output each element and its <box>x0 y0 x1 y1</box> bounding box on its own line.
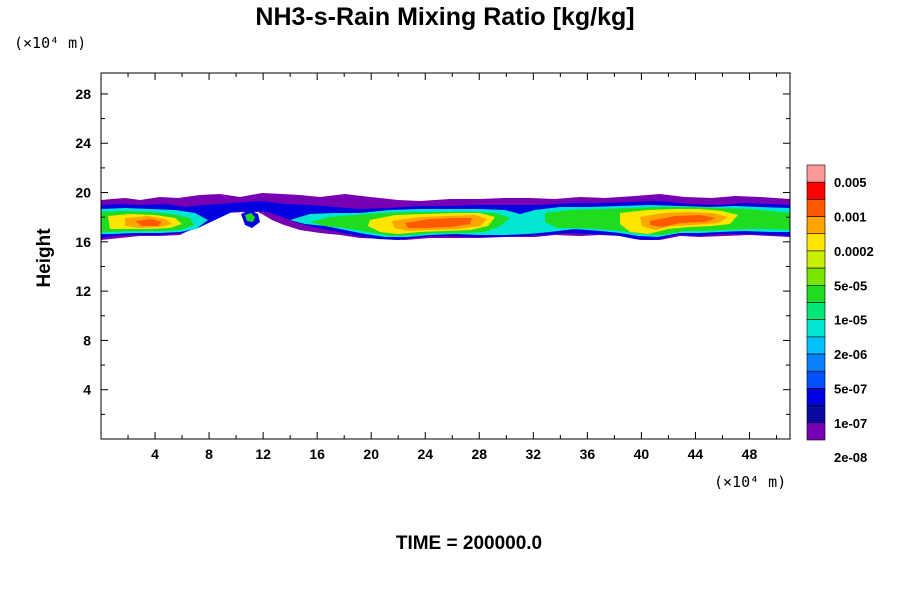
x-tick-label: 4 <box>151 446 159 462</box>
x-tick-label: 16 <box>309 446 325 462</box>
legend-swatch <box>806 233 826 252</box>
y-tick-label: 16 <box>75 234 91 250</box>
legend-label: 0.001 <box>834 210 867 225</box>
legend-swatch <box>806 181 826 200</box>
legend-swatch <box>806 336 826 355</box>
legend-label: 2e-06 <box>834 347 867 362</box>
y-unit-label: (×10⁴ m) <box>14 34 86 52</box>
x-tick-label: 20 <box>363 446 379 462</box>
x-tick-label: 36 <box>580 446 596 462</box>
plot-frame <box>100 72 791 440</box>
x-tick-label: 32 <box>526 446 542 462</box>
cloud-blob-core <box>245 213 255 222</box>
x-unit-label: (×10⁴ m) <box>714 473 786 491</box>
cloud-layer-0.001 <box>135 215 716 228</box>
legend-label: 5e-05 <box>834 278 867 293</box>
y-tick-label: 4 <box>83 382 91 398</box>
y-tick-label: 24 <box>75 135 91 151</box>
plot-area <box>101 73 790 439</box>
y-tick-label: 28 <box>75 86 91 102</box>
legend-swatch <box>806 353 826 372</box>
legend-swatch <box>806 216 826 235</box>
legend: 0.005 0.001 0.0002 5e-05 1e-05 2e-06 5e-07 1e-0… <box>806 164 874 465</box>
legend-swatch <box>806 422 826 441</box>
x-tick-label: 40 <box>634 446 650 462</box>
cloud-field <box>101 193 790 240</box>
chart-title: NH3-s-Rain Mixing Ratio [kg/kg] <box>255 3 634 31</box>
y-tick-label: 12 <box>75 283 91 299</box>
y-axis-label: Height <box>34 228 55 288</box>
legend-swatch <box>806 388 826 406</box>
legend-swatch <box>806 285 826 303</box>
time-label: TIME = 200000.0 <box>396 533 542 554</box>
legend-swatch <box>806 267 826 286</box>
legend-swatch <box>806 302 826 320</box>
y-tick-label: 8 <box>83 332 91 348</box>
x-tick-label: 28 <box>471 446 487 462</box>
legend-label: 1e-05 <box>834 313 867 328</box>
legend-swatch <box>806 370 826 389</box>
legend-swatch <box>806 199 826 217</box>
x-tick-label: 8 <box>205 446 213 462</box>
legend-label: 0.0002 <box>834 244 874 259</box>
legend-label: 5e-07 <box>834 381 867 396</box>
legend-swatch <box>806 250 826 269</box>
legend-swatch <box>806 405 826 424</box>
legend-swatch <box>806 319 826 338</box>
y-tick-label: 20 <box>75 185 91 201</box>
legend-label: 2e-08 <box>834 450 867 465</box>
legend-label: 0.005 <box>834 175 867 190</box>
x-tick-label: 44 <box>688 446 704 462</box>
legend-swatch <box>806 164 826 183</box>
x-tick-label: 24 <box>417 446 433 462</box>
x-tick-label: 48 <box>742 446 758 462</box>
legend-label: 1e-07 <box>834 416 867 431</box>
x-tick-label: 12 <box>255 446 271 462</box>
